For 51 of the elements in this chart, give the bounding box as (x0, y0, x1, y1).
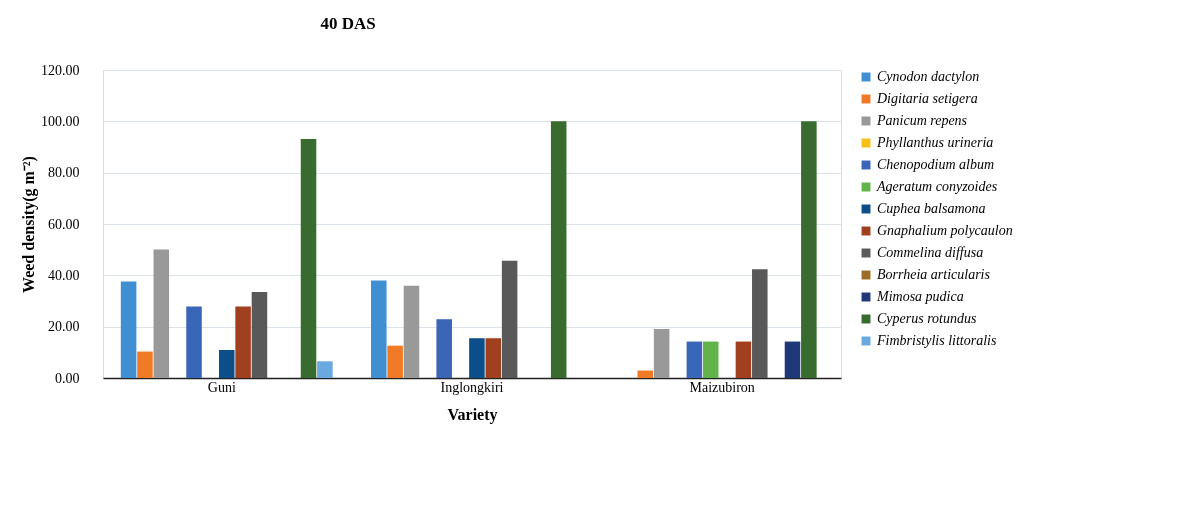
legend-label: Mimosa pudica (876, 289, 964, 304)
bar (752, 269, 768, 378)
bar (735, 341, 752, 378)
legend-label: Phyllanthus urineria (876, 135, 994, 150)
bar (469, 338, 485, 378)
legend-label: Commelina diffusa (877, 245, 984, 260)
legend-label: Panicum repens (876, 113, 968, 128)
bar (436, 319, 452, 378)
bar (186, 306, 202, 378)
y-tick-label: 0.00 (55, 370, 80, 386)
y-tick-label: 80.00 (48, 165, 80, 181)
legend-label: Ageratum conyzoides (876, 179, 998, 194)
y-tick-label: 120.00 (41, 62, 80, 78)
bar (637, 370, 654, 378)
y-axis-title: Weed density(g m⁻²) (20, 156, 38, 293)
bar (801, 121, 817, 378)
legend-label: Borrheia articularis (877, 267, 991, 282)
bar (653, 328, 670, 378)
bar (387, 345, 403, 378)
legend-label: Cynodon dactylon (877, 69, 980, 84)
legend-label: Gnaphalium polycaulon (877, 223, 1013, 238)
bar (251, 292, 268, 378)
bar (137, 351, 153, 378)
chart-title: 40 DAS (320, 14, 376, 33)
bar (784, 341, 801, 378)
legend-label: Cyperus rotundus (877, 311, 977, 326)
bar (153, 249, 170, 378)
bar (235, 306, 251, 378)
bar (300, 139, 317, 378)
x-tick-label: Maizubiron (689, 379, 755, 395)
bar (550, 121, 567, 378)
y-tick-label: 100.00 (41, 113, 80, 129)
bar (120, 281, 137, 378)
y-tick-label: 60.00 (48, 216, 80, 232)
bar (501, 260, 518, 378)
bar (403, 285, 420, 378)
legend-label: Cuphea balsamona (877, 201, 986, 216)
x-axis-title: Variety (447, 405, 498, 424)
bar (485, 338, 502, 378)
y-tick-label: 20.00 (48, 319, 80, 335)
x-tick-label: Guni (207, 379, 236, 395)
legend-label: Digitaria setigera (876, 91, 978, 106)
legend-label: Chenopodium album (877, 157, 995, 172)
x-tick-label: Inglongkiri (440, 379, 504, 395)
bar (370, 280, 387, 378)
y-tick-label: 40.00 (48, 267, 80, 283)
legend-label: Fimbristylis littoralis (876, 333, 997, 348)
bar (686, 341, 703, 378)
bar (702, 341, 719, 378)
bar (317, 361, 333, 378)
bar (218, 350, 235, 378)
